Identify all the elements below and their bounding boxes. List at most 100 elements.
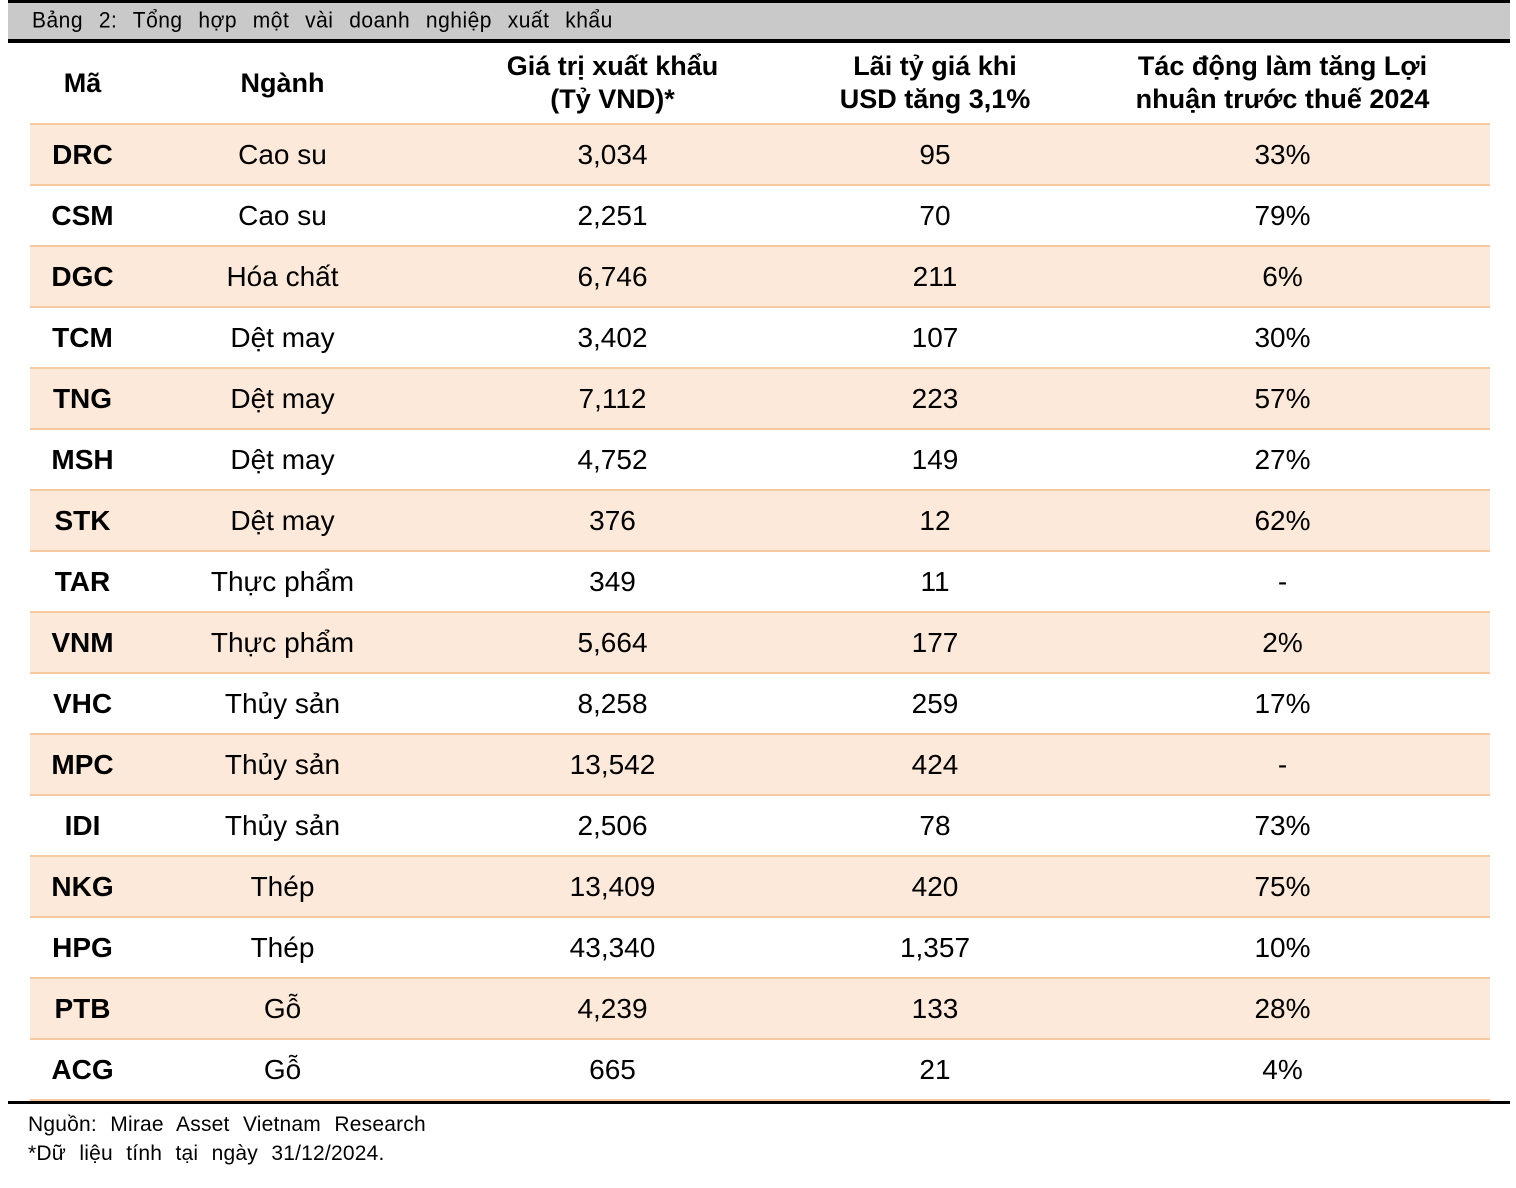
profit-impact-cell: 57% <box>1254 382 1311 414</box>
table-footer: Nguồn: Mirae Asset Vietnam Research *Dữ … <box>28 1110 1516 1168</box>
export-value-cell: 3,034 <box>577 138 648 170</box>
table-row: STK Dệt may 376 12 62% <box>30 490 1490 551</box>
industry-cell: Thủy sản <box>224 687 341 719</box>
industry-cell: Cao su <box>238 199 327 231</box>
export-value-cell: 665 <box>589 1053 636 1085</box>
export-value-cell: 3,402 <box>577 321 648 353</box>
table-row: TAR Thực phẩm 349 11 - <box>30 551 1490 612</box>
ticker-cell: DRC <box>52 138 113 170</box>
profit-impact-cell: 30% <box>1254 321 1311 353</box>
header-profit-impact-line2: nhuận trước thuế 2024 <box>1135 84 1430 114</box>
industry-cell: Thủy sản <box>224 809 341 841</box>
ticker-cell: STK <box>54 504 111 536</box>
fx-gain-cell: 12 <box>919 504 951 536</box>
ticker-cell: DGC <box>51 260 114 292</box>
header-profit-impact: Tác động làm tăng Lợi nhuận trước thuế 2… <box>1075 43 1490 124</box>
header-ticker: Mã <box>30 43 135 124</box>
data-date-note: *Dữ liệu tính tại ngày 31/12/2024. <box>28 1142 385 1165</box>
fx-gain-cell: 78 <box>919 809 951 841</box>
export-companies-table: Mã Ngành Giá trị xuất khẩu (Tỷ VND)* Lãi… <box>30 43 1490 1101</box>
profit-impact-cell: 62% <box>1254 504 1311 536</box>
profit-impact-cell: 2% <box>1262 626 1303 658</box>
table-row: PTB Gỗ 4,239 133 28% <box>30 978 1490 1039</box>
ticker-cell: MSH <box>51 443 114 475</box>
ticker-cell: IDI <box>64 809 101 841</box>
ticker-cell: HPG <box>52 931 113 963</box>
export-value-cell: 4,239 <box>577 992 648 1024</box>
industry-cell: Dệt may <box>230 443 335 475</box>
industry-cell: Dệt may <box>230 382 335 414</box>
table-row: VNM Thực phẩm 5,664 177 2% <box>30 612 1490 673</box>
table-row: ACG Gỗ 665 21 4% <box>30 1039 1490 1100</box>
header-row: Mã Ngành Giá trị xuất khẩu (Tỷ VND)* Lãi… <box>30 43 1490 124</box>
fx-gain-cell: 1,357 <box>899 931 971 963</box>
profit-impact-cell: - <box>1277 748 1288 780</box>
export-value-cell: 4,752 <box>577 443 648 475</box>
table-row: TCM Dệt may 3,402 107 30% <box>30 307 1490 368</box>
export-value-cell: 2,506 <box>577 809 648 841</box>
header-fx-gain-line1: Lãi tỷ giá khi <box>853 51 1017 82</box>
table-title-bar: Bảng 2: Tổng hợp một vài doanh nghiệp xu… <box>8 0 1510 43</box>
export-value-cell: 2,251 <box>577 199 648 231</box>
industry-cell: Thép <box>250 931 315 963</box>
table-row: DGC Hóa chất 6,746 211 6% <box>30 246 1490 307</box>
table-row: IDI Thủy sản 2,506 78 73% <box>30 795 1490 856</box>
header-profit-impact-line1: Tác động làm tăng Lợi <box>1137 51 1428 82</box>
fx-gain-cell: 107 <box>911 321 959 353</box>
industry-cell: Thực phẩm <box>210 565 355 597</box>
industry-cell: Thực phẩm <box>210 626 355 658</box>
fx-gain-cell: 133 <box>911 992 959 1024</box>
fx-gain-cell: 223 <box>911 382 959 414</box>
table-row: MSH Dệt may 4,752 149 27% <box>30 429 1490 490</box>
table-title: Bảng 2: Tổng hợp một vài doanh nghiệp xu… <box>32 8 613 33</box>
ticker-cell: VHC <box>52 687 113 719</box>
fx-gain-cell: 11 <box>920 565 950 597</box>
header-industry: Ngành <box>135 43 430 124</box>
table-row: TNG Dệt may 7,112 223 57% <box>30 368 1490 429</box>
export-value-cell: 5,664 <box>577 626 648 658</box>
table-row: CSM Cao su 2,251 70 79% <box>30 185 1490 246</box>
table-row: MPC Thủy sản 13,542 424 - <box>30 734 1490 795</box>
table-body: DRC Cao su 3,034 95 33% CSM Cao su 2,251 70 79% DG… <box>30 124 1490 1100</box>
fx-gain-cell: 420 <box>911 870 959 902</box>
header-ticker-line1: Mã <box>63 67 102 98</box>
profit-impact-cell: 27% <box>1254 443 1311 475</box>
profit-impact-cell: 73% <box>1254 809 1311 841</box>
profit-impact-cell: 33% <box>1254 138 1311 170</box>
export-value-cell: 13,409 <box>569 870 656 902</box>
export-value-cell: 43,340 <box>569 931 656 963</box>
ticker-cell: CSM <box>51 199 114 231</box>
profit-impact-cell: - <box>1277 565 1288 597</box>
profit-impact-cell: 75% <box>1254 870 1311 902</box>
fx-gain-cell: 95 <box>919 138 951 170</box>
table-row: HPG Thép 43,340 1,357 10% <box>30 917 1490 978</box>
fx-gain-cell: 70 <box>919 199 951 231</box>
ticker-cell: ACG <box>51 1053 114 1085</box>
header-industry-line1: Ngành <box>240 67 325 98</box>
table-bottom-rule <box>8 1101 1510 1104</box>
header-export-value: Giá trị xuất khẩu (Tỷ VND)* <box>430 43 795 124</box>
ticker-cell: VNM <box>51 626 114 658</box>
ticker-cell: TNG <box>52 382 113 414</box>
profit-impact-cell: 28% <box>1254 992 1311 1024</box>
profit-impact-cell: 4% <box>1262 1053 1303 1085</box>
industry-cell: Thép <box>250 870 315 902</box>
profit-impact-cell: 6% <box>1262 260 1303 292</box>
fx-gain-cell: 211 <box>912 260 958 292</box>
fx-gain-cell: 21 <box>919 1053 951 1085</box>
export-value-cell: 6,746 <box>577 260 648 292</box>
fx-gain-cell: 177 <box>911 626 959 658</box>
table-row: VHC Thủy sản 8,258 259 17% <box>30 673 1490 734</box>
ticker-cell: TCM <box>52 321 113 353</box>
ticker-cell: MPC <box>51 748 114 780</box>
header-export-value-line2: (Tỷ VND)* <box>550 84 675 114</box>
industry-cell: Gỗ <box>263 1053 302 1085</box>
profit-impact-cell: 10% <box>1254 931 1311 963</box>
ticker-cell: NKG <box>51 870 114 902</box>
ticker-cell: PTB <box>54 992 111 1024</box>
table-header: Mã Ngành Giá trị xuất khẩu (Tỷ VND)* Lãi… <box>30 43 1490 124</box>
export-value-cell: 7,112 <box>578 382 647 414</box>
fx-gain-cell: 149 <box>911 443 959 475</box>
source-note: Nguồn: Mirae Asset Vietnam Research <box>28 1113 426 1136</box>
